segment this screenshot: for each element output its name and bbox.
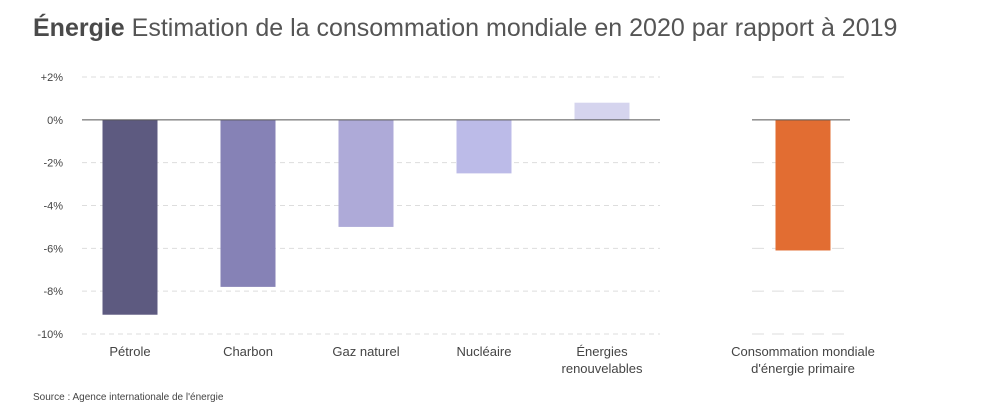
- title-text: Estimation de la consommation mondiale e…: [131, 14, 898, 42]
- x-category-label: Énergies: [576, 344, 628, 359]
- y-tick-label: -2%: [43, 158, 63, 170]
- bar: [775, 119, 831, 251]
- bar: [456, 119, 512, 174]
- y-tick-label: -10%: [37, 329, 63, 341]
- y-tick-label: -8%: [43, 286, 63, 298]
- bar: [574, 102, 630, 120]
- y-tick-label: +2%: [41, 72, 64, 84]
- bar: [338, 119, 394, 227]
- bar: [102, 119, 158, 315]
- chart-title: Énergie Estimation de la consommation mo…: [33, 14, 897, 43]
- bar: [220, 119, 276, 287]
- x-category-label: Nucléaire: [457, 344, 512, 359]
- y-tick-label: -4%: [43, 201, 63, 213]
- x-category-label: Consommation mondiale: [731, 344, 875, 359]
- x-category-label: Gaz naturel: [332, 344, 399, 359]
- title-keyword: Énergie: [33, 14, 125, 42]
- y-tick-label: 0%: [47, 115, 63, 127]
- y-tick-label: -6%: [43, 243, 63, 255]
- x-category-label: d'énergie primaire: [751, 361, 855, 376]
- source-note: Source : Agence internationale de l'éner…: [33, 392, 224, 403]
- x-category-label: Charbon: [223, 344, 273, 359]
- x-category-label: Pétrole: [109, 344, 150, 359]
- x-category-label: renouvelables: [562, 361, 643, 376]
